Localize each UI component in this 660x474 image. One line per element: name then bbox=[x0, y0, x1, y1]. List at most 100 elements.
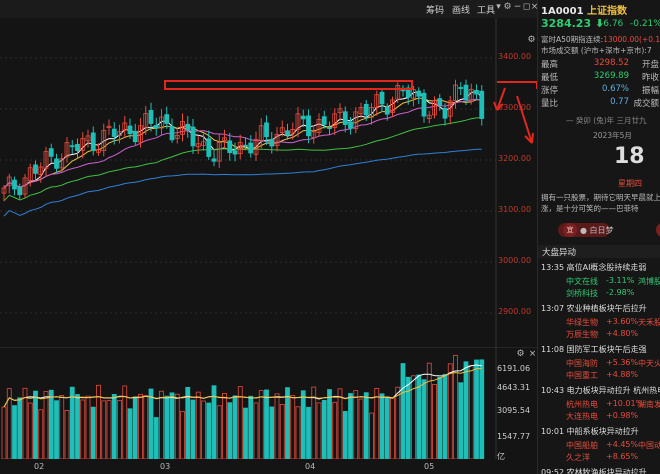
quote-row: 涨停 0.67% 振幅 bbox=[541, 84, 659, 96]
index-price: 3284.23 ⬇ bbox=[541, 17, 604, 30]
event-stock[interactable]: 中国船舶 bbox=[566, 441, 598, 450]
row-label2: 振幅 bbox=[641, 86, 659, 96]
candle bbox=[106, 125, 112, 128]
candle bbox=[369, 106, 374, 118]
calendar-day: 18 bbox=[614, 144, 645, 169]
volume-bar bbox=[306, 406, 311, 460]
volume-tick: 4643.31 bbox=[497, 383, 531, 392]
event-stock[interactable]: 大连热电 bbox=[566, 412, 598, 421]
event-stock-pct: -2.98% bbox=[606, 288, 635, 297]
events-title: 大盘异动 bbox=[542, 248, 577, 258]
x-tick: 02 bbox=[34, 462, 45, 471]
event-headline[interactable]: 13:35 高位AI概念股持续走弱 bbox=[541, 263, 647, 272]
candle bbox=[54, 158, 59, 169]
candle bbox=[321, 116, 327, 125]
event-headline[interactable]: 10:43 电力板块异动拉升 杭州热电直线 bbox=[541, 386, 660, 395]
event-stock-pct: +3.60% bbox=[606, 317, 639, 326]
chips-button[interactable]: 筹码 bbox=[426, 6, 445, 16]
volume-bar bbox=[6, 388, 12, 460]
candle bbox=[169, 126, 175, 141]
close-icon[interactable]: × bbox=[530, 2, 539, 12]
volume-bar bbox=[185, 386, 191, 460]
event-headline[interactable]: 11:08 国防军工板块午后走强 bbox=[541, 345, 647, 354]
row-label2: 成交额 bbox=[633, 99, 659, 109]
gear-icon[interactable]: ⚙ bbox=[503, 2, 512, 12]
candle bbox=[474, 89, 479, 95]
chart-settings-icon[interactable]: ⚙ bbox=[527, 35, 536, 45]
candle bbox=[138, 125, 143, 143]
volume-close-icon[interactable]: × bbox=[528, 349, 537, 359]
candle bbox=[132, 130, 138, 143]
candle bbox=[90, 132, 96, 152]
restore-icon[interactable]: ◻ bbox=[522, 2, 531, 12]
draw-line-button[interactable]: 画线 bbox=[452, 6, 471, 16]
volume-bar bbox=[295, 406, 301, 460]
volume-bar bbox=[342, 410, 348, 460]
event-headline[interactable]: 13:07 农业种植板块午后拉升 bbox=[541, 304, 647, 313]
event-headline[interactable]: 09:52 农林牧渔板块异动拉升 bbox=[541, 468, 647, 474]
candle bbox=[358, 107, 364, 115]
candlestick-chart[interactable] bbox=[0, 18, 538, 348]
event-stock[interactable]: 中国重工 bbox=[566, 371, 598, 380]
candle bbox=[111, 128, 117, 137]
lunar-date: — 癸卯 (兔)年 三月廿九 bbox=[566, 116, 647, 125]
price-tick: 3300.00 bbox=[498, 103, 532, 112]
volume-tick: 6191.06 bbox=[497, 364, 531, 373]
row-value: 0.67% bbox=[601, 84, 629, 94]
tools-button[interactable]: 工具 bbox=[477, 6, 496, 16]
user-badge: 宜 bbox=[563, 223, 577, 237]
row-value: 0.77 bbox=[610, 97, 629, 107]
volume-bar bbox=[111, 393, 117, 460]
quote-row: 最高 3298.52 开盘 bbox=[541, 58, 659, 70]
index-code: 1A0001 bbox=[541, 6, 584, 17]
candle bbox=[190, 126, 196, 147]
candle bbox=[96, 149, 101, 153]
event-stock[interactable]: 中天火 bbox=[638, 359, 660, 368]
candle bbox=[332, 113, 338, 128]
event-stock[interactable]: 中国动 bbox=[638, 441, 660, 450]
candle bbox=[395, 85, 401, 100]
annotation-arrow bbox=[516, 95, 533, 144]
event-stock[interactable]: 万辰生物 bbox=[566, 330, 598, 339]
ma60-line bbox=[3, 148, 482, 217]
candle bbox=[348, 121, 353, 129]
event-stock[interactable]: 剑桥科技 bbox=[566, 289, 598, 298]
caret-down-icon[interactable]: ▾ bbox=[496, 2, 501, 12]
candle bbox=[384, 106, 390, 115]
candle bbox=[195, 143, 201, 148]
candle bbox=[327, 126, 332, 130]
event-stock[interactable]: 中文在线 bbox=[566, 277, 598, 286]
event-stock[interactable]: 中国海防 bbox=[566, 359, 598, 368]
volume-bar bbox=[285, 387, 290, 460]
candle bbox=[426, 114, 432, 119]
event-stock[interactable]: 久之洋 bbox=[566, 453, 590, 462]
volume-bar bbox=[180, 411, 185, 460]
event-stock[interactable]: 天禾股 bbox=[638, 318, 660, 327]
volume-bar bbox=[27, 402, 33, 460]
event-stock[interactable]: 华绿生物 bbox=[566, 318, 598, 327]
volume-bar bbox=[38, 409, 44, 460]
volume-bar bbox=[395, 386, 401, 460]
minus-icon[interactable]: − bbox=[513, 2, 522, 12]
candle bbox=[237, 142, 243, 154]
candle bbox=[295, 113, 301, 130]
event-stock[interactable]: 鸿博股 bbox=[638, 277, 660, 286]
market-turnover: 市场成交额 (沪市+深市+京市):7 bbox=[541, 45, 652, 56]
volume-settings-icon[interactable]: ⚙ bbox=[516, 349, 525, 359]
volume-bar bbox=[169, 392, 175, 460]
row-value: 3298.52 bbox=[593, 58, 629, 68]
volume-bar bbox=[59, 395, 65, 460]
candle bbox=[80, 137, 86, 151]
candle bbox=[38, 166, 44, 175]
event-stock[interactable]: 杭州热电 bbox=[566, 400, 598, 409]
calendar-month: 2023年5月 bbox=[593, 131, 632, 140]
event-headline[interactable]: 10:01 中船系板块异动拉升 bbox=[541, 427, 639, 436]
volume-bar bbox=[421, 379, 427, 460]
ma20-line bbox=[3, 98, 482, 189]
event-stock-pct: +0.98% bbox=[606, 411, 639, 420]
candle bbox=[458, 87, 464, 89]
volume-bar bbox=[437, 376, 443, 460]
user-chip-2[interactable] bbox=[656, 223, 660, 237]
volume-chart[interactable] bbox=[0, 346, 537, 460]
event-stock[interactable]: 湖南发 bbox=[638, 400, 660, 409]
